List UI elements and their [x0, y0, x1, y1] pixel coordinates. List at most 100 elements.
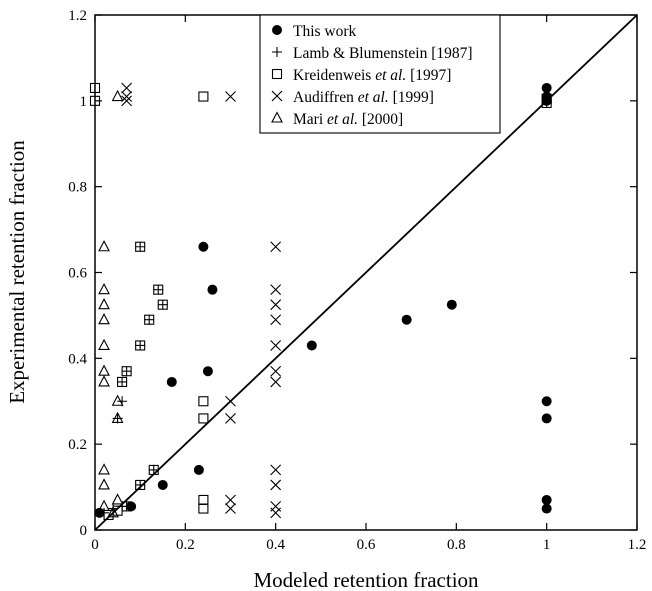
x-axis-ticks: 0 0.2 0.4 0.6 0.8 1 1.2 — [91, 15, 646, 553]
data-point — [121, 82, 133, 94]
series-2 — [89, 82, 552, 521]
data-point — [111, 411, 124, 423]
data-point — [144, 314, 155, 325]
data-point — [541, 82, 552, 93]
legend-label-part: [2000] — [358, 111, 403, 128]
data-point — [202, 366, 213, 377]
y-tick-label: 1.2 — [68, 8, 87, 24]
data-point — [198, 241, 209, 252]
data-point — [135, 479, 146, 490]
data-point — [98, 240, 110, 252]
legend-label-part: et al. — [358, 89, 389, 106]
legend-marker — [272, 47, 282, 57]
data-point — [148, 464, 159, 475]
data-point — [121, 366, 132, 377]
data-point — [225, 413, 236, 424]
x-tick-label: 0.4 — [266, 537, 285, 553]
data-point — [541, 95, 552, 106]
data-point — [98, 375, 110, 387]
data-point — [121, 366, 132, 377]
data-point — [541, 93, 552, 104]
data-point — [225, 503, 236, 514]
series-3 — [121, 82, 282, 519]
legend-box — [259, 14, 501, 134]
legend-item: Lamb & Blumenstein [1987] — [272, 45, 473, 62]
legend-label: Lamb & Blumenstein [1987] — [293, 45, 473, 62]
data-point — [135, 479, 146, 490]
data-point — [157, 479, 168, 490]
data-point — [270, 464, 282, 476]
data-point — [98, 364, 110, 376]
legend-label: Audiffren et al. [1999] — [293, 89, 434, 106]
data-point — [306, 340, 317, 351]
data-point — [198, 413, 209, 424]
x-tick-label: 0.2 — [176, 537, 195, 553]
data-point — [401, 314, 412, 325]
data-point — [157, 299, 168, 310]
legend: This work Lamb & Blumenstein [1987] Kreide… — [259, 14, 501, 134]
x-tick-label: 0.6 — [357, 537, 376, 553]
legend-label-part: [1999] — [389, 89, 434, 106]
data-point — [207, 284, 218, 295]
y-axis-ticks: 0 0.2 0.4 0.6 0.8 1 1.2 — [68, 8, 637, 539]
data-point — [117, 376, 128, 387]
data-point — [157, 299, 168, 310]
data-point — [198, 91, 209, 102]
legend-label: Mari et al. [2000] — [293, 111, 403, 128]
data-point — [135, 340, 146, 351]
data-point — [541, 503, 552, 514]
y-axis-label: Experimental retention fraction — [5, 140, 29, 404]
data-point — [270, 241, 282, 253]
y-tick-label: 0 — [80, 523, 88, 539]
y-tick-label: 0.6 — [68, 266, 87, 282]
data-point — [541, 396, 552, 407]
legend-item: Kreidenweis et al. [1997] — [271, 67, 451, 84]
y-tick-label: 0.4 — [68, 351, 87, 367]
x-tick-label: 0.8 — [447, 537, 466, 553]
data-point — [98, 313, 110, 325]
data-point — [541, 413, 552, 424]
data-point — [446, 299, 457, 310]
y-tick-label: 0.2 — [68, 437, 87, 453]
data-point — [98, 338, 110, 351]
data-point — [121, 501, 132, 512]
legend-item: Mari et al. [2000] — [271, 111, 403, 128]
data-point — [135, 241, 146, 252]
data-point — [270, 314, 282, 326]
legend-item: Audiffren et al. [1999] — [271, 89, 434, 106]
data-point — [135, 340, 146, 351]
legend-label-part: Lamb & Blumenstein [1987] — [293, 45, 473, 62]
data-point — [225, 494, 236, 506]
legend-label-part: et al. — [327, 111, 358, 128]
legend-marker — [272, 25, 282, 35]
data-point — [225, 395, 236, 407]
data-point — [270, 507, 282, 519]
data-point — [111, 89, 124, 102]
y-tick-label: 0.8 — [68, 180, 87, 196]
data-point — [107, 506, 119, 518]
data-point — [153, 284, 164, 295]
data-point — [153, 284, 164, 295]
legend-label-part: et al. — [375, 67, 406, 84]
legend-label: Kreidenweis et al. [1997] — [293, 67, 451, 84]
series-0 — [94, 82, 552, 518]
legend-marker — [271, 111, 283, 123]
data-point — [225, 91, 236, 102]
data-point — [98, 499, 110, 511]
data-point — [117, 376, 128, 387]
x-tick-label: 1.2 — [628, 537, 647, 553]
y-tick-label: 1 — [80, 94, 88, 110]
legend-marker — [271, 68, 283, 80]
data-point — [111, 394, 124, 406]
data-point — [121, 95, 133, 107]
x-axis-label: Modeled retention fraction — [253, 568, 479, 591]
data-point — [121, 91, 133, 102]
data-point — [98, 478, 110, 490]
data-point — [270, 340, 282, 351]
legend-label: This work — [293, 23, 357, 40]
data-point — [541, 494, 552, 505]
data-point — [148, 464, 159, 475]
legend-marker — [271, 90, 283, 102]
legend-label-part: Audiffren — [293, 89, 358, 106]
data-point — [270, 299, 282, 311]
